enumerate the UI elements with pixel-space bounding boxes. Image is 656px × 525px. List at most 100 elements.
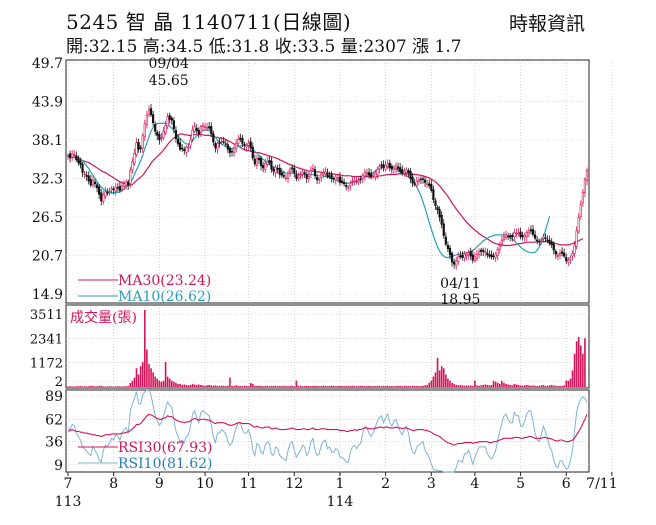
volume-bar [519,385,522,387]
volume-bar [378,385,381,387]
candle-body [316,177,319,181]
volume-bar [424,385,426,387]
x-month-label: 12 [285,476,303,492]
x-year-label: 113 [55,494,82,510]
volume-bar [158,380,161,387]
volume-bar [110,386,113,387]
candle-body [438,209,441,218]
volume-bar [278,385,281,387]
candle-body [432,189,435,201]
candle-body [477,251,481,255]
volume-bar [231,385,233,387]
volume-bar [361,385,364,387]
volume-bar [212,385,215,387]
candle-body [197,130,200,135]
volume-bar [245,385,248,387]
candle-body [193,126,196,132]
candle-body [552,243,555,251]
candle-body [326,172,329,177]
volume-bar [399,385,401,387]
volume-bar [102,386,105,387]
candle-body [338,176,342,183]
high-annotation-value: 45.65 [149,73,189,89]
candle-body [100,192,103,202]
candle-body [168,115,171,120]
volume-bar [467,385,470,387]
candle-body [195,127,198,132]
candle-body [382,164,385,169]
candle-body [328,175,331,177]
x-month-label: 3 [427,476,436,492]
candle-body [363,171,366,177]
candle-body [164,125,167,134]
volume-bar [114,386,117,387]
candle-body [409,170,412,179]
candle-body [436,206,439,210]
volume-bar [92,385,94,387]
candle-body [556,255,560,257]
volume-bar [457,385,460,387]
volume-bar [237,385,240,387]
candle-body [205,127,209,129]
candle-body [488,254,491,257]
candle-body [156,132,159,136]
candle-body [282,175,286,177]
volume-bar [577,337,580,387]
candle-body [93,181,97,185]
volume-bar [175,382,177,387]
volume-bar [171,380,173,387]
low-annotation-date: 04/11 [440,276,480,292]
candle-body [482,250,485,252]
volume-bar [436,357,439,387]
volume-bar [571,370,574,387]
candle-body [550,241,553,246]
volume-bar [285,385,287,387]
candle-body [185,147,188,153]
volume-bar [218,385,221,387]
volume-bar [293,386,296,387]
volume-bar [83,386,86,387]
volume-bar [573,353,576,387]
x-month-label: 4 [470,476,479,492]
volume-bar [478,385,480,387]
volume-bar [316,385,318,387]
candle-body [347,186,350,189]
volume-bar [530,385,532,387]
candle-body [496,249,499,256]
volume-bar [206,385,208,387]
candle-body [247,143,250,146]
candle-body [210,126,213,135]
candle-body [554,251,557,255]
volume-bar [339,385,341,387]
volume-bar [343,386,345,387]
volume-bar [505,383,507,387]
volume-bar [349,385,352,387]
candle-body [305,174,308,179]
candle-body [428,183,431,187]
volume-bar [222,385,225,387]
x-month-label: 9 [155,476,164,492]
volume-bar [351,385,354,387]
candle-body [345,185,348,187]
candle-body [95,184,99,189]
candle-body [228,147,232,153]
candle-body [405,169,408,174]
candle-body [297,176,300,180]
candle-body [577,217,580,233]
volume-bar [546,385,549,387]
candle-body [560,251,564,254]
candle-body [507,235,510,238]
volume-bar [119,386,121,387]
volume-bar [563,385,565,387]
volume-bar [434,372,437,387]
candle-body [421,178,425,180]
candle-body [330,173,333,179]
candle-body [390,165,393,170]
volume-bar [272,385,275,387]
candle-body [172,120,175,130]
candle-body [444,236,447,245]
candle-body [523,234,526,238]
candle-body [313,169,317,177]
volume-bar [299,385,302,387]
rsi30-line [67,413,588,446]
